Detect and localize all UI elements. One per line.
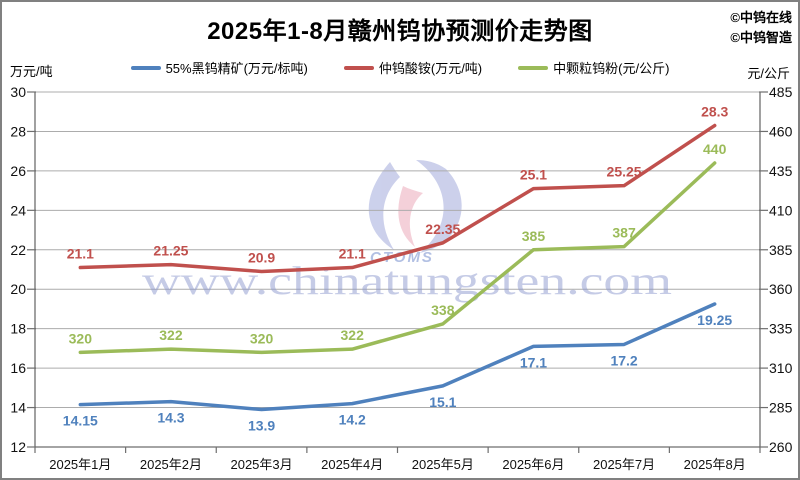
watermark-text: www.chinatungsten.com [142,258,672,303]
right-axis-tick-label: 285 [769,400,793,416]
data-label: 440 [703,141,727,157]
credit-line-2: ©中钨智造 [730,30,792,45]
data-label: 322 [341,327,365,343]
legend-swatch-green [518,65,549,70]
data-label: 25.25 [607,164,642,180]
right-axis-tick-label: 360 [769,281,793,297]
logo-middle-flame [398,186,423,247]
left-axis-tick-label: 28 [10,123,26,139]
chart-title: 2025年1-8月赣州钨协预测价走势图 [207,18,593,45]
right-axis-tick-label: 260 [769,439,793,455]
data-label: 21.1 [339,246,366,262]
right-axis-tick-label: 410 [769,202,793,218]
x-axis-tick-label: 2025年6月 [502,457,564,472]
legend-item-apt: 仲钨酸铵(万元/吨) [343,58,483,77]
data-label: 387 [612,225,636,241]
right-axis-tick-label: 435 [769,163,793,179]
series-line-2 [78,161,717,355]
data-label: 21.25 [153,243,188,259]
left-axis-tick-label: 30 [10,84,26,100]
right-axis-tick-label: 485 [769,84,793,100]
x-axis-tick-label: 2025年8月 [684,457,746,472]
data-label: 28.3 [701,104,728,120]
data-label: 19.25 [697,312,732,328]
logo-left-flame [368,162,400,250]
legend-item-black-tungsten: 55%黑钨精矿(万元/标吨) [130,58,308,77]
left-axis-tick-label: 24 [10,202,26,218]
right-axis-tick-label: 460 [769,123,793,139]
left-axis-tick-label: 26 [10,163,26,179]
legend-label: 55%黑钨精矿(万元/标吨) [165,61,308,76]
credits: ©中钨在线 ©中钨智造 [730,8,792,48]
legend-swatch-blue [130,65,161,70]
x-axis-tick-label: 2025年5月 [412,457,474,472]
data-label: 13.9 [248,418,275,434]
left-axis-tick-label: 22 [10,242,26,258]
data-label: 322 [159,327,183,343]
series-line-1 [78,123,717,274]
x-axis-tick-label: 2025年2月 [140,457,202,472]
left-axis-tick-label: 18 [10,321,26,337]
left-axis-tick-label: 14 [10,400,26,416]
legend-item-tungsten-powder: 中颗粒钨粉(元/公斤) [518,58,669,77]
watermark-logo [368,160,462,253]
data-label: 22.35 [425,221,460,237]
left-axis-unit: 万元/吨 [10,64,53,79]
right-axis-tick-label: 335 [769,321,793,337]
x-axis-tick-label: 2025年3月 [230,457,292,472]
x-axis-tick-label: 2025年7月 [593,457,655,472]
data-label: 320 [69,330,93,346]
left-axis-tick-label: 12 [10,439,26,455]
legend-swatch-red [343,65,374,70]
data-label: 385 [522,228,546,244]
series-line-0 [78,302,717,412]
x-axis-tick-label: 2025年1月 [49,457,111,472]
data-label: 17.2 [610,352,637,368]
logo-right-flame [416,160,462,253]
data-label: 25.1 [520,167,547,183]
data-label: 15.1 [429,394,456,410]
data-label: 14.15 [63,413,98,429]
data-label: 14.3 [157,410,184,426]
data-label: 320 [250,330,274,346]
x-axis-tick-label: 2025年4月 [321,457,383,472]
right-axis-unit: 元/公斤 [747,66,790,81]
left-axis-tick-label: 16 [10,360,26,376]
right-axis-tick-label: 385 [769,242,793,258]
watermark-logo-text: CTOMS [370,249,434,266]
data-label: 20.9 [248,249,275,265]
data-label: 17.1 [520,354,547,370]
data-label: 14.2 [339,412,366,428]
left-axis-tick-label: 20 [10,281,26,297]
legend-label: 中颗粒钨粉(元/公斤) [553,61,670,76]
right-axis-tick-label: 310 [769,360,793,376]
legend: 55%黑钨精矿(万元/标吨) 仲钨酸铵(万元/吨) 中颗粒钨粉(元/公斤) [42,58,758,77]
data-label: 338 [431,302,455,318]
legend-label: 仲钨酸铵(万元/吨) [378,61,483,76]
credit-line-1: ©中钨在线 [730,10,792,25]
data-label: 21.1 [67,246,94,262]
